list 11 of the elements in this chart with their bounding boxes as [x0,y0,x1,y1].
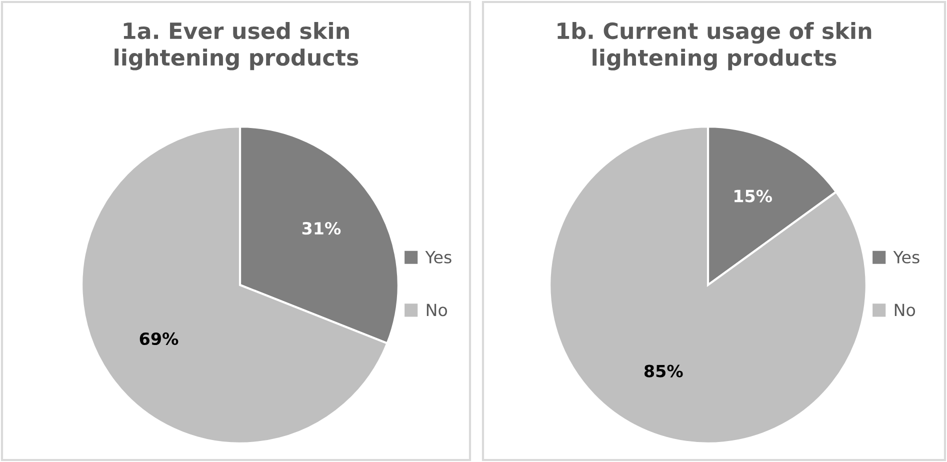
data-label: 15% [734,190,772,202]
data-label: 31% [302,222,341,235]
legend-label: Yes [893,251,920,264]
legend-label: Yes [425,251,452,264]
data-label: 69% [140,332,178,346]
pie-slice [548,126,868,444]
legend-label: No [426,304,448,316]
data-label: 85% [644,364,683,378]
legend-label: No [894,304,916,316]
chart-title: 1a. Ever used skin lightening products [114,22,358,70]
chart-title: 1b. Current usage of skin lightening products [558,22,872,70]
